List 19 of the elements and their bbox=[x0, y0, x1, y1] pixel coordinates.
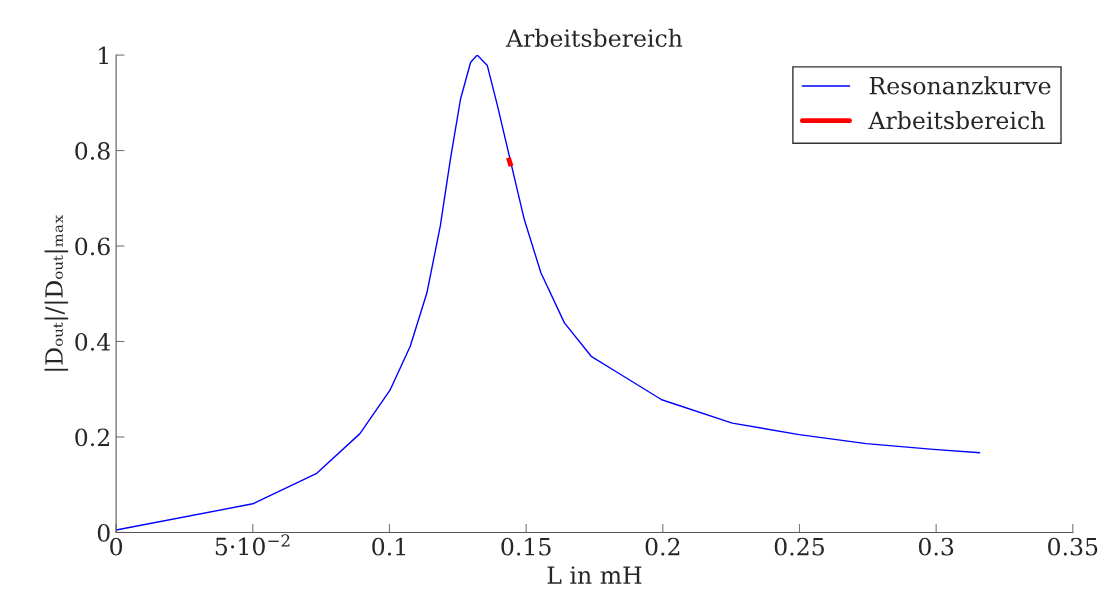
x-axis-title: L in mH bbox=[547, 566, 642, 584]
y-tick-label: 0.4 bbox=[75, 332, 111, 351]
x-tick-label: 0.15 bbox=[501, 537, 551, 556]
y-tick-label: 0.6 bbox=[75, 237, 110, 256]
legend-label: Arbeitsbereich bbox=[868, 110, 1045, 130]
y-tick-label: 0.2 bbox=[75, 428, 109, 447]
x-tick-label: 0.25 bbox=[774, 537, 824, 556]
y-axis-title: |Dₒᵤₜ|/|Dₒᵤₜ|ₘₐₓ bbox=[44, 215, 69, 371]
chart-title: Arbeitsbereich bbox=[505, 28, 683, 48]
x-tick-label: 0.3 bbox=[918, 537, 954, 556]
y-tick-label: 0.8 bbox=[75, 142, 110, 160]
x-tick-label: 0.35 bbox=[1048, 537, 1098, 556]
x-tick-label: 0 bbox=[110, 537, 123, 556]
legend-label: Resonanzkurve bbox=[869, 76, 1051, 95]
y-tick-label: 0 bbox=[97, 523, 110, 542]
y-tick-label: 1 bbox=[99, 46, 108, 65]
x-tick-label: 0.1 bbox=[372, 537, 405, 556]
x-tick-label: 5·10$^{−2}$ bbox=[215, 534, 290, 556]
x-tick-label: 0.2 bbox=[645, 537, 680, 556]
